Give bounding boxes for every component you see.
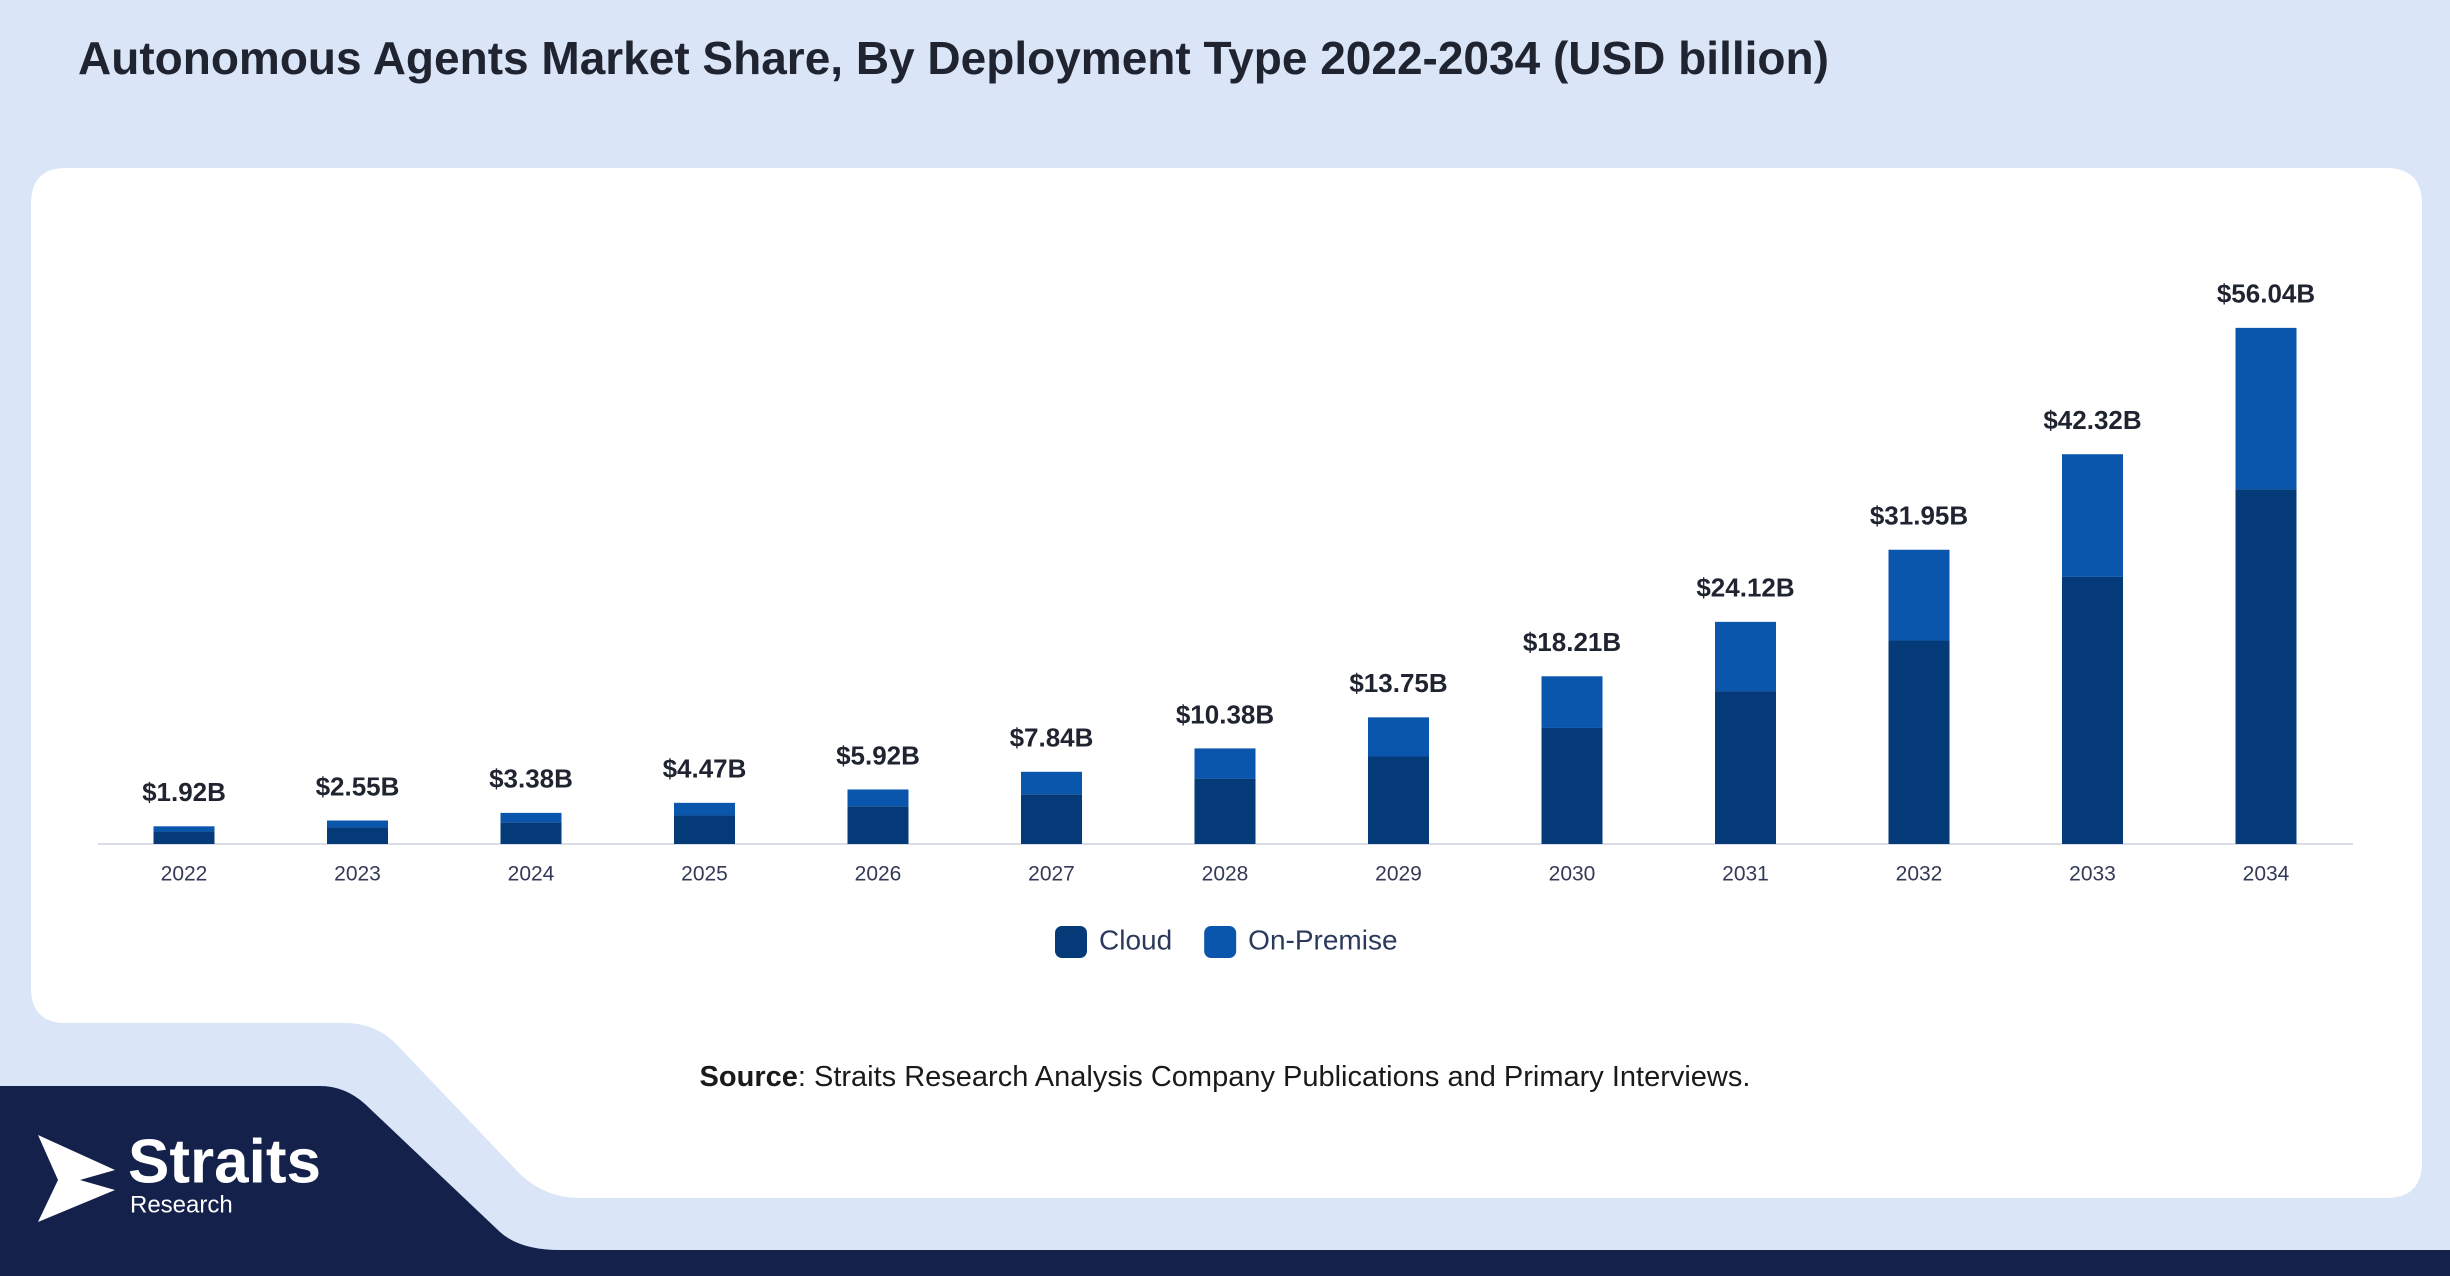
legend-swatch (1204, 926, 1237, 958)
value-label: $10.38B (1176, 699, 1274, 729)
x-tick-label: 2024 (508, 863, 555, 886)
logo-band (0, 1086, 2450, 1276)
x-tick-label: 2031 (1722, 863, 1769, 886)
value-label: $5.92B (836, 740, 920, 770)
logo-sub: Research (130, 1191, 233, 1218)
bar-segment (1368, 756, 1429, 844)
x-tick-label: 2027 (1028, 863, 1075, 886)
value-label: $3.38B (489, 764, 573, 794)
bar-segment (2235, 327, 2297, 490)
bar-segment (1021, 771, 1082, 795)
bar-segment (153, 831, 215, 844)
legend-label: Cloud (1099, 924, 1172, 955)
bar-segment (1194, 748, 1256, 779)
value-label: $7.84B (1010, 723, 1094, 753)
bar-segment (1021, 794, 1082, 844)
bar-segment (500, 822, 562, 844)
bar-segment (2235, 489, 2297, 844)
bar-segment (1541, 727, 1603, 844)
bar-segment (1888, 549, 1950, 641)
logo-icon (38, 1135, 115, 1222)
bar-segment (674, 815, 735, 844)
value-label: $2.55B (316, 771, 400, 801)
x-tick-label: 2023 (334, 863, 381, 886)
legend-swatch (1055, 926, 1087, 958)
bar-segment (2062, 454, 2123, 577)
source-label: Source (700, 1061, 798, 1093)
x-tick-label: 2030 (1549, 863, 1596, 886)
bar-segment (847, 789, 909, 807)
x-tick-label: 2025 (681, 863, 728, 886)
x-tick-label: 2032 (1896, 863, 1943, 886)
value-label: $18.21B (1523, 627, 1621, 657)
x-tick-label: 2022 (161, 863, 208, 886)
bar-segment (2062, 576, 2123, 844)
bar-segment (1194, 778, 1256, 844)
chart-title: Autonomous Agents Market Share, By Deplo… (78, 32, 1829, 84)
bar-segment (847, 806, 909, 844)
bar-segment (674, 802, 735, 816)
value-label: $24.12B (1696, 573, 1794, 603)
chart-card (31, 168, 2422, 1198)
bar-segment (327, 827, 388, 844)
bar-segment (1715, 621, 1776, 692)
bar-segment (1888, 640, 1950, 844)
value-label: $4.47B (663, 754, 747, 784)
value-label: $56.04B (2217, 279, 2315, 309)
x-tick-label: 2034 (2243, 863, 2290, 886)
source-note: Source: Straits Research Analysis Compan… (700, 1061, 1751, 1093)
logo-name: Straits (128, 1127, 321, 1196)
value-label: $1.92B (142, 777, 226, 807)
x-tick-label: 2028 (1202, 863, 1249, 886)
value-label: $31.95B (1870, 501, 1968, 531)
x-tick-label: 2033 (2069, 863, 2116, 886)
bar-segment (153, 826, 215, 832)
value-label: $42.32B (2043, 405, 2141, 435)
bar-segment (327, 820, 388, 828)
bar-segment (1715, 691, 1776, 844)
bar-segment (1368, 717, 1429, 757)
bar-segment (1541, 676, 1603, 728)
x-tick-label: 2026 (855, 863, 902, 886)
legend-label: On-Premise (1248, 924, 1397, 955)
bar-segment (500, 812, 562, 823)
source-text: : Straits Research Analysis Company Publ… (798, 1061, 1751, 1093)
x-tick-label: 2029 (1375, 863, 1422, 886)
value-label: $13.75B (1349, 668, 1447, 698)
